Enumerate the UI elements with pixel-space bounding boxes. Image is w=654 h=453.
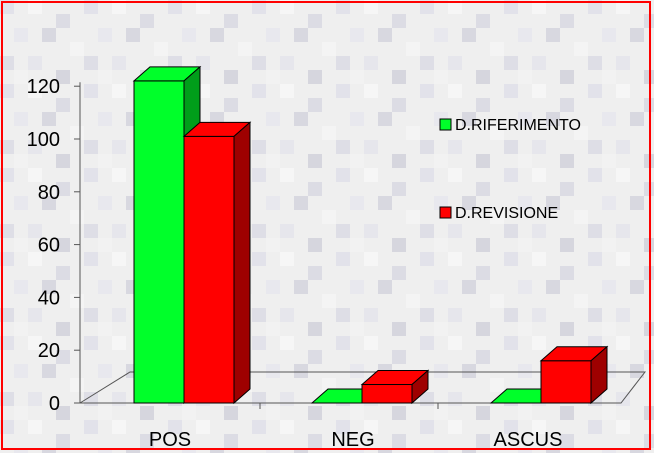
x-tick-label: POS: [149, 429, 191, 451]
bar-side: [411, 369, 429, 405]
legend: D.RIFERIMENTO D.REVISIONE: [439, 117, 581, 222]
y-tick-label: 100: [27, 129, 60, 151]
bar-front: [133, 80, 185, 404]
legend-swatch: [439, 118, 452, 131]
y-tick-label: 0: [49, 393, 60, 415]
bar-d-revisione-pos: [182, 121, 252, 405]
y-tick-label: 20: [38, 340, 60, 362]
bar-d-revisione-neg: [360, 369, 430, 405]
y-tick-label: 120: [27, 76, 60, 98]
y-tick-label: 40: [38, 287, 60, 309]
x-tick-label: ASCUS: [494, 429, 563, 451]
y-tick-label: 60: [38, 235, 60, 257]
legend-swatch: [439, 206, 452, 219]
legend-label: D.REVISIONE: [455, 205, 558, 222]
y-tick-label: 80: [38, 182, 60, 204]
bar-front: [361, 384, 413, 404]
x-tick-label: NEG: [331, 429, 374, 451]
bar-side: [233, 121, 251, 405]
legend-label: D.RIFERIMENTO: [455, 117, 581, 134]
bar-front: [540, 360, 592, 404]
bar-side: [590, 345, 608, 405]
bar-front: [183, 135, 235, 404]
bar-d-revisione-ascus: [539, 345, 609, 405]
